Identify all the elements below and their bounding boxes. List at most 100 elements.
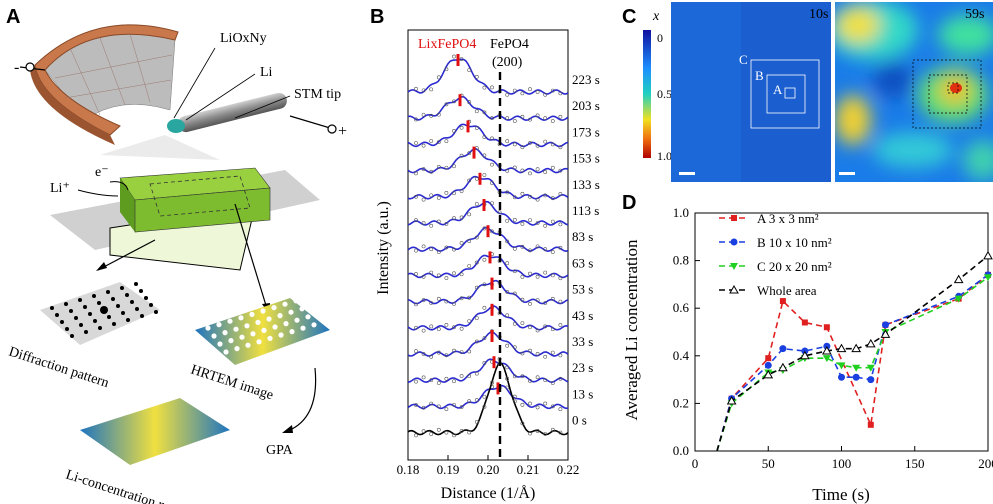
spectrum-point-8-17: [543, 301, 548, 305]
hrtem-image: [195, 294, 330, 365]
box-label-c: C: [739, 52, 748, 67]
series-point-0-8: [867, 421, 874, 428]
spectrum-point-1-14: [520, 114, 525, 119]
spectrum-line-5: [407, 200, 569, 226]
spectrum-point-8-8: [474, 285, 479, 290]
spectrum-point-12-1: [421, 405, 426, 410]
spectrum-point-11-8: [474, 371, 479, 376]
spectrum-point-9-3: [436, 327, 441, 332]
spectrum-point-5-1: [421, 221, 426, 225]
spectrum-point-1-12: [505, 116, 510, 121]
spectrum-point-8-4: [444, 299, 449, 304]
time-label-b-1: 203 s: [572, 98, 600, 113]
spectrum-point-8-19: [558, 299, 563, 304]
colorbar-tick-05: 0.5: [657, 87, 672, 101]
spectrum-point-10-3: [436, 350, 441, 355]
spectrum-point-0-4: [444, 67, 449, 72]
spectrum-point-2-13: [512, 142, 517, 147]
spectrum-point-4-12: [505, 190, 510, 195]
spectrum-point-7-0: [414, 272, 418, 276]
series-point-3-9: [880, 329, 891, 338]
spectrum-point-1-16: [535, 113, 540, 118]
spectrum-point-13-9: [482, 404, 487, 409]
x-tick-label-d-3: 150: [905, 456, 925, 471]
spectrum-point-9-0: [414, 325, 418, 330]
spectrum-point-8-5: [452, 301, 456, 306]
spectrum-point-1-15: [528, 117, 532, 122]
spectrum-point-4-18: [550, 196, 555, 201]
series-point-0-2: [765, 355, 772, 362]
spectrum-point-3-12: [505, 168, 510, 173]
spectrum-point-5-3: [436, 219, 441, 224]
spectrum-point-10-7: [467, 349, 472, 354]
spectrum-point-6-14: [520, 244, 525, 249]
spectrum-point-8-6: [459, 296, 464, 301]
legend-marker-0: [731, 215, 737, 221]
spectrum-point-11-2: [429, 378, 434, 383]
series-point-3-11: [983, 250, 993, 260]
series-point-0-4: [801, 319, 808, 326]
spectrum-point-8-18: [550, 296, 555, 301]
spectrum-point-0-17: [543, 92, 548, 97]
spectrum-point-13-1: [421, 429, 426, 434]
spectrum-point-6-2: [429, 247, 434, 252]
spectrum-point-7-17: [543, 270, 548, 275]
label-electron: e⁻: [95, 165, 109, 180]
spectrum-point-11-6: [459, 374, 464, 378]
spectrum-point-12-6: [459, 405, 464, 410]
spectrum-point-2-14: [520, 145, 525, 150]
spectrum-point-12-14: [520, 402, 525, 407]
x-tick-label-d-0: 0: [692, 456, 699, 471]
spectrum-point-12-7: [467, 399, 472, 404]
spectrum-point-10-14: [520, 351, 525, 356]
y-tick-label-d-5: 1.0: [673, 205, 689, 220]
legend-label-1: B 10 x 10 nm²: [757, 235, 832, 250]
spectrum-point-4-3: [436, 196, 441, 200]
spectrum-point-13-14: [520, 421, 525, 426]
spectrum-point-0-12: [505, 92, 510, 97]
spectrum-line-1: [407, 95, 569, 122]
spectrum-point-5-7: [467, 212, 472, 217]
spectrum-point-2-2: [429, 139, 434, 143]
spectrum-point-7-15: [528, 271, 532, 276]
spectrum-point-4-17: [543, 193, 548, 198]
spectrum-point-11-0: [414, 379, 418, 384]
spectrum-point-7-6: [459, 272, 464, 277]
spectrum-point-6-17: [543, 247, 548, 252]
spectrum-point-6-12: [505, 239, 510, 244]
spectrum-point-7-1: [421, 274, 426, 279]
spectrum-point-5-15: [528, 218, 532, 223]
series-point-2-7: [852, 364, 861, 372]
series-point-2-6: [837, 362, 846, 370]
spectrum-point-8-9: [482, 282, 487, 287]
series-point-1-6: [838, 373, 845, 381]
spectrum-point-9-15: [528, 325, 532, 330]
spectrum-point-6-0: [414, 248, 418, 253]
spectrum-point-5-16: [535, 221, 540, 225]
spectrum-point-13-15: [528, 431, 532, 436]
spectrum-point-9-7: [467, 319, 472, 323]
series-point-3-1: [726, 396, 737, 405]
spectrum-point-7-13: [512, 269, 517, 274]
spectrum-point-9-4: [444, 323, 449, 327]
series-point-3-4: [800, 350, 810, 360]
spectrum-point-2-3: [436, 140, 441, 145]
spectrum-point-10-1: [421, 352, 426, 356]
spectrum-point-9-5: [452, 325, 456, 330]
spectrum-point-2-6: [459, 125, 464, 130]
spectrum-point-1-13: [512, 119, 517, 123]
spectrum-point-12-8: [474, 398, 479, 402]
label-gpa: GPA: [266, 443, 294, 458]
spectrum-point-0-18: [550, 88, 555, 93]
x-tick-label-d-1: 50: [762, 456, 775, 471]
spectrum-point-5-12: [505, 218, 510, 223]
spectrum-line-10: [407, 331, 569, 357]
spectrum-point-10-16: [535, 352, 540, 356]
spectrum-point-1-19: [558, 114, 563, 119]
spectrum-point-3-17: [543, 170, 548, 174]
spectrum-point-4-1: [421, 197, 426, 202]
x-axis-label-d: Time (s): [812, 485, 869, 504]
label-stm-tip: STM tip: [294, 87, 341, 102]
spectrum-point-13-8: [474, 419, 479, 424]
spectrum-point-10-6: [459, 350, 464, 355]
